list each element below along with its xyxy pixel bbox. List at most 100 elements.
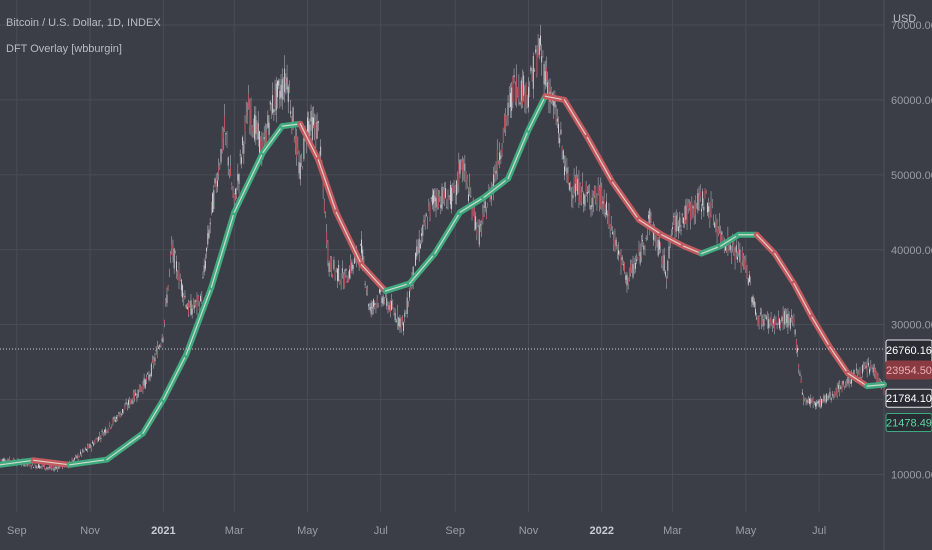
candle-body <box>379 289 380 293</box>
candle-body <box>349 269 350 279</box>
candle-body <box>572 194 574 199</box>
candle-body <box>142 384 144 391</box>
candle-body <box>119 414 121 418</box>
candle-body <box>213 190 215 210</box>
candle-body <box>692 206 694 209</box>
candle-body <box>706 203 708 213</box>
candle-body <box>443 190 445 201</box>
candle-body <box>77 455 79 459</box>
candle-body <box>206 248 208 252</box>
candle-body <box>548 83 550 102</box>
candle-body <box>636 259 638 261</box>
candle-body <box>238 174 240 184</box>
dft-segment-core <box>829 346 849 374</box>
candle-body <box>801 392 803 395</box>
candle-body <box>535 49 537 53</box>
candle-body <box>588 191 589 193</box>
candle-body <box>864 366 866 368</box>
x-tick-label: Nov <box>80 525 100 537</box>
candle-body <box>744 258 746 270</box>
candle-body <box>166 294 168 304</box>
candle-body <box>189 302 191 307</box>
candle-body <box>525 84 527 102</box>
candle-body <box>553 101 555 106</box>
candle-body <box>667 260 669 271</box>
candle-body <box>508 96 510 98</box>
candle-body <box>823 395 825 402</box>
candle-body <box>98 436 99 441</box>
candle-body <box>198 305 200 312</box>
candle-body <box>415 252 417 266</box>
candle-body <box>333 259 335 270</box>
candle-body <box>765 316 767 320</box>
candle-body <box>705 190 707 194</box>
candle-body <box>283 88 284 97</box>
candle-body <box>435 197 437 208</box>
dft-segment-core <box>162 354 187 401</box>
candle-body <box>758 317 760 326</box>
candle-body <box>313 117 314 126</box>
candle-body <box>626 274 628 286</box>
candle-body <box>458 163 460 184</box>
x-tick-label: Mar <box>225 525 244 537</box>
candle-body <box>592 196 594 205</box>
candle-body <box>279 90 281 99</box>
candle-body <box>192 299 194 308</box>
candle-body <box>476 229 478 235</box>
dft-segment-core <box>756 234 776 255</box>
candle-body <box>359 244 361 246</box>
candle-body <box>264 132 266 152</box>
candle-body <box>824 396 826 400</box>
candle-body <box>481 222 483 233</box>
candle-body <box>224 115 226 131</box>
candle-body <box>110 427 111 429</box>
candle-body <box>672 227 674 230</box>
candle-body <box>332 274 334 278</box>
candle-body <box>865 366 867 368</box>
candle-body <box>719 221 720 228</box>
candle-body <box>632 264 634 278</box>
candle-body <box>353 258 355 264</box>
candle-body <box>866 363 868 374</box>
candle-body <box>759 312 761 314</box>
candle-body <box>857 369 859 375</box>
candle-body <box>687 202 689 209</box>
candle-body <box>376 299 378 303</box>
candle-body <box>858 374 860 376</box>
candle-body <box>416 246 418 257</box>
candle-body <box>729 244 731 251</box>
dft-overlay-line <box>0 93 887 468</box>
candle-body <box>786 314 788 323</box>
candle-body <box>164 320 165 324</box>
candle-body <box>96 439 98 443</box>
candle-body <box>174 252 176 254</box>
candle-body <box>547 82 549 94</box>
candle-body <box>221 131 223 152</box>
candle-body <box>51 467 53 469</box>
candle-body <box>427 225 429 227</box>
candle-body <box>578 180 580 203</box>
dft-segment-core <box>682 245 703 255</box>
candle-body <box>40 466 42 468</box>
candle-body <box>506 116 508 119</box>
candle-body <box>849 382 851 384</box>
candle-body <box>126 406 128 408</box>
candle-body <box>720 233 722 242</box>
candle-body <box>425 215 427 217</box>
candle-body <box>298 161 300 174</box>
candle-body <box>809 398 810 404</box>
candle-body <box>883 384 885 394</box>
candle-body <box>250 100 252 125</box>
candle-body <box>518 87 520 97</box>
candle-body <box>242 137 244 145</box>
candle-body <box>80 451 81 454</box>
candle-body <box>644 245 646 248</box>
candle-body <box>675 215 677 232</box>
candle-body <box>39 465 41 469</box>
candle-body <box>214 178 216 184</box>
candle-body <box>603 198 605 210</box>
candle-body <box>529 94 531 96</box>
indicator-legend[interactable]: DFT Overlay [wbburgin] <box>6 43 122 55</box>
candle-body <box>485 215 487 219</box>
